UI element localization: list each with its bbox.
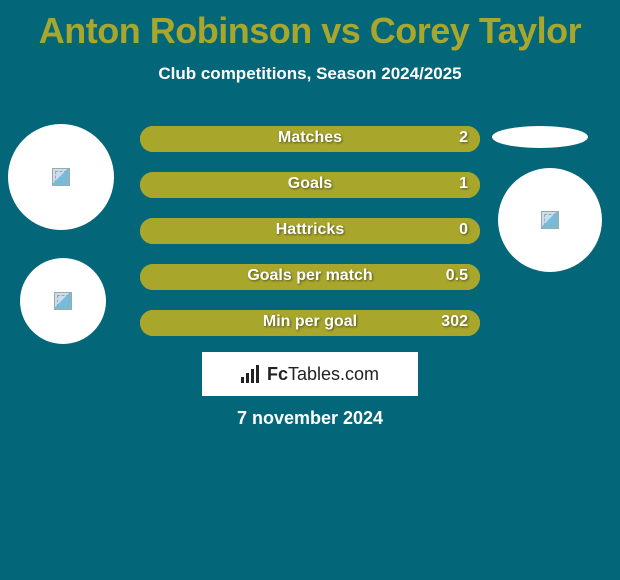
broken-image-icon	[54, 292, 72, 310]
page-title: Anton Robinson vs Corey Taylor	[0, 0, 620, 52]
stat-label: Hattricks	[140, 221, 480, 239]
stat-value: 0	[459, 221, 468, 239]
stats-panel: Matches 2 Goals 1 Hattricks 0 Goals per …	[140, 126, 480, 356]
stat-label: Min per goal	[140, 313, 480, 331]
avatar-right-player	[498, 168, 602, 272]
bar-chart-icon	[241, 365, 263, 383]
stat-row-hattricks: Hattricks 0	[140, 218, 480, 244]
page-subtitle: Club competitions, Season 2024/2025	[0, 64, 620, 84]
broken-image-icon	[52, 168, 70, 186]
avatar-right-club	[492, 126, 588, 148]
stat-label: Goals per match	[140, 267, 480, 285]
branding-logo: FcTables.com	[202, 352, 418, 396]
stat-value: 302	[441, 313, 468, 331]
stat-row-matches: Matches 2	[140, 126, 480, 152]
footer-date: 7 november 2024	[0, 408, 620, 429]
branding-text: FcTables.com	[267, 364, 379, 385]
stat-label: Matches	[140, 129, 480, 147]
avatar-left-player	[8, 124, 114, 230]
stat-row-goals-per-match: Goals per match 0.5	[140, 264, 480, 290]
avatar-left-club	[20, 258, 106, 344]
stat-row-min-per-goal: Min per goal 302	[140, 310, 480, 336]
stat-value: 1	[459, 175, 468, 193]
broken-image-icon	[541, 211, 559, 229]
stat-value: 2	[459, 129, 468, 147]
stat-row-goals: Goals 1	[140, 172, 480, 198]
stat-label: Goals	[140, 175, 480, 193]
stat-value: 0.5	[446, 267, 468, 285]
branding-rest: Tables.com	[288, 364, 379, 384]
branding-bold: Fc	[267, 364, 288, 384]
